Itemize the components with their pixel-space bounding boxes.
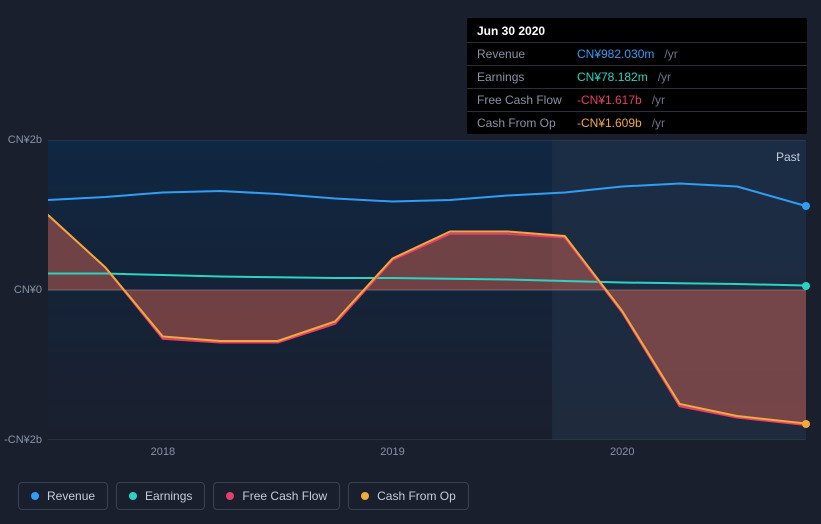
past-label: Past [776,150,800,164]
series-end-marker [802,282,810,290]
tooltip-unit: /yr [658,70,671,84]
tooltip-value: -CN¥1.617b [577,93,642,107]
tooltip-label: Cash From Op [477,116,567,130]
x-axis-label: 2018 [151,446,175,458]
legend-item-fcf[interactable]: Free Cash Flow [213,482,340,510]
series-end-marker [802,420,810,428]
legend-dot [226,492,234,500]
legend-label: Revenue [47,489,95,503]
tooltip-row: Earnings CN¥78.182m/yr [467,66,807,89]
legend-label: Earnings [145,489,192,503]
tooltip-value: CN¥78.182m [577,70,648,84]
x-axis-label: 2020 [610,446,634,458]
tooltip-unit: /yr [652,93,665,107]
x-axis-label: 2019 [380,446,404,458]
tooltip-unit: /yr [652,116,665,130]
tooltip-label: Revenue [477,47,567,61]
chart-tooltip: Jun 30 2020 RevenueCN¥982.030m/yrEarning… [467,18,807,134]
tooltip-label: Earnings [477,70,567,84]
legend-item-cfo[interactable]: Cash From Op [348,482,469,510]
tooltip-title: Jun 30 2020 [467,18,807,43]
legend-label: Free Cash Flow [242,489,327,503]
tooltip-value: -CN¥1.609b [577,116,642,130]
tooltip-unit: /yr [664,47,677,61]
legend-label: Cash From Op [377,489,456,503]
chart-svg [48,140,806,440]
y-axis-label: -CN¥2b [4,434,42,446]
y-axis-label: CN¥0 [14,284,42,296]
legend-dot [361,492,369,500]
legend-item-revenue[interactable]: Revenue [18,482,108,510]
tooltip-row: Free Cash Flow -CN¥1.617b/yr [467,89,807,112]
tooltip-rows: Revenue CN¥982.030m/yr Earnings CN¥78.182m /… [467,43,807,134]
financials-chart[interactable]: Past CN¥2bCN¥0-CN¥2b201820192020 [48,140,806,440]
series-end-marker [802,202,810,210]
tooltip-value: CN¥982.030m [577,47,654,61]
tooltip-row: Cash From Op -CN¥1.609b/yr [467,112,807,134]
tooltip-row: Revenue CN¥982.030m/yr [467,43,807,66]
chart-legend: Revenue Earnings Free Cash Flow Cash From O… [18,482,469,510]
y-axis-label: CN¥2b [8,134,42,146]
legend-item-earnings[interactable]: Earnings [116,482,205,510]
legend-dot [31,492,39,500]
tooltip-label: Free Cash Flow [477,93,567,107]
legend-dot [129,492,137,500]
